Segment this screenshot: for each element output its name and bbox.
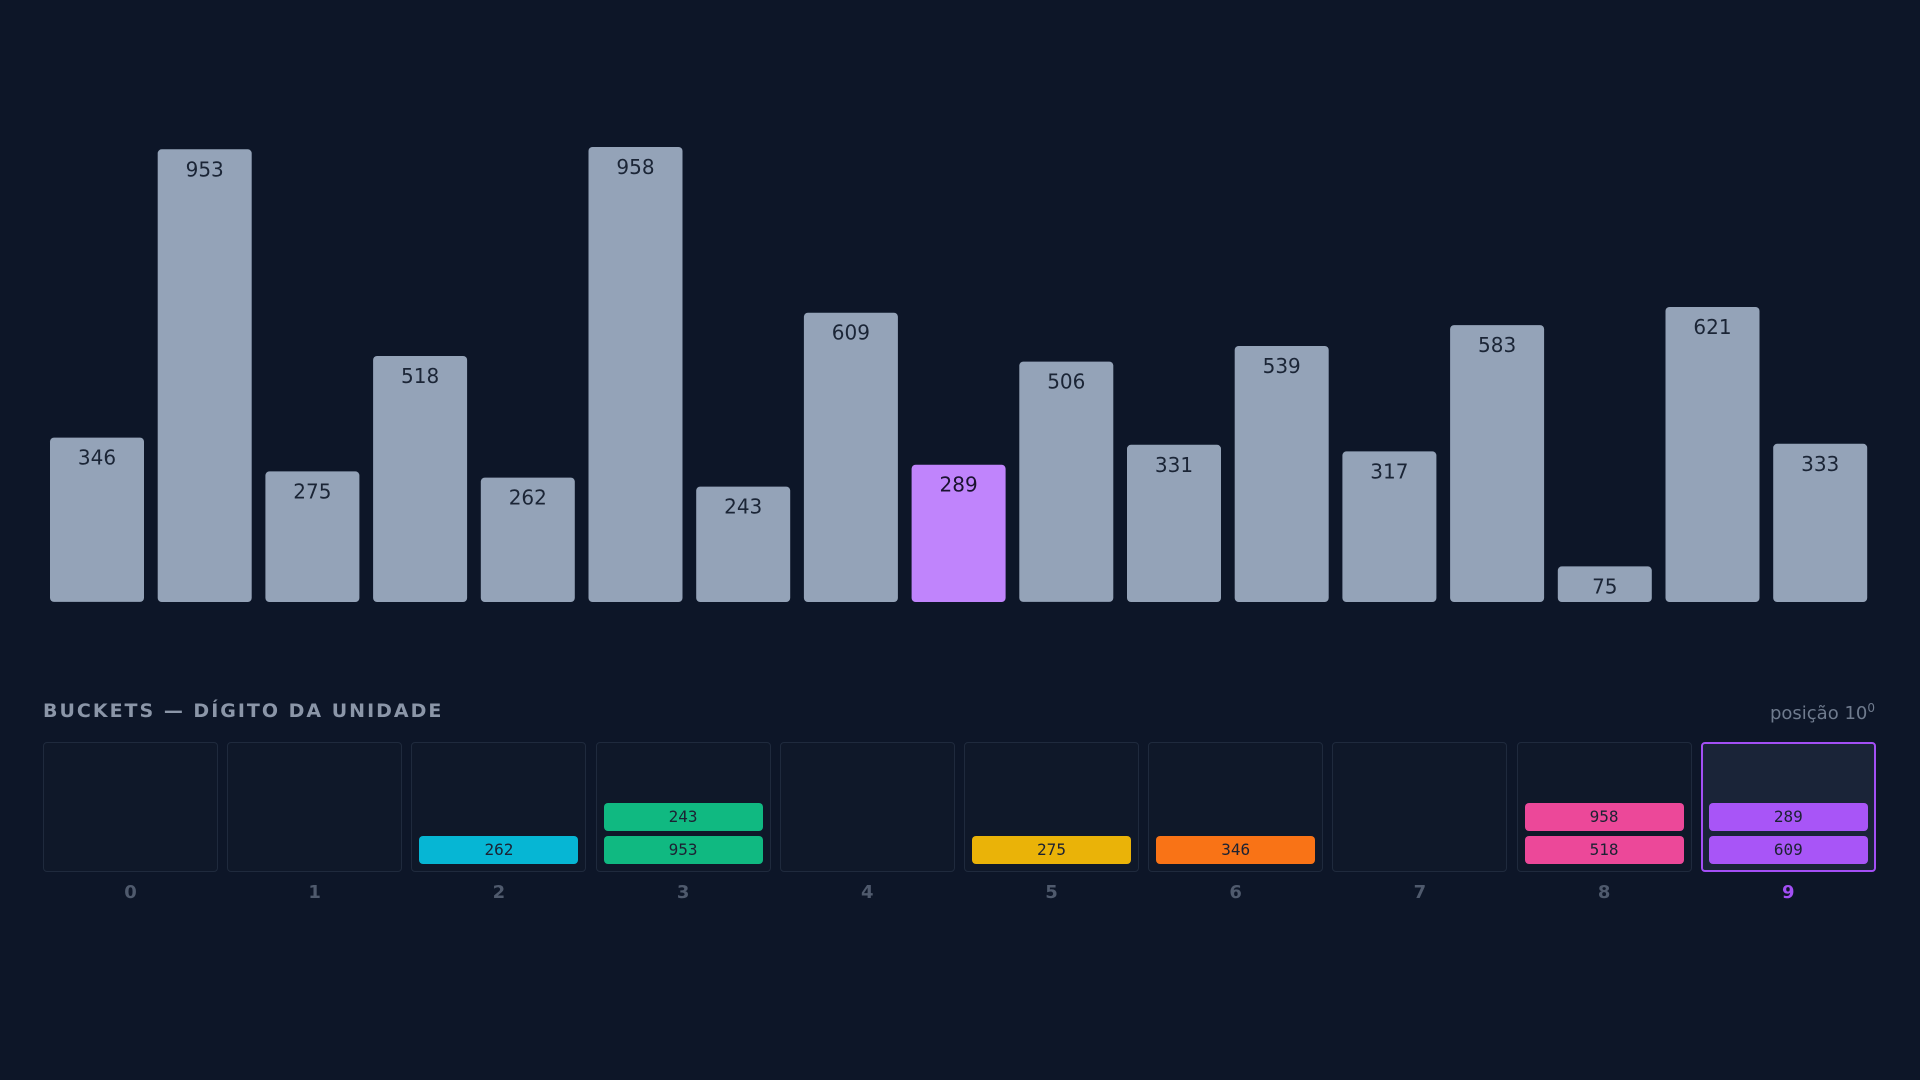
bucket-9: 609 289 xyxy=(1700,742,1876,872)
bar xyxy=(1234,346,1329,602)
bar xyxy=(265,471,360,602)
bar-value-label: 621 xyxy=(1693,315,1731,339)
bar-value-label: 506 xyxy=(1047,370,1085,394)
bar xyxy=(1665,307,1760,602)
bar xyxy=(1450,325,1545,602)
bar xyxy=(1019,361,1114,602)
buckets-position-label: posição 100 xyxy=(1769,701,1875,724)
bucket-chip: 609 xyxy=(1708,836,1868,864)
bucket-index-label: 5 xyxy=(1045,882,1058,903)
bucket-index-label: 4 xyxy=(861,882,874,903)
bucket-chip: 243 xyxy=(603,803,763,831)
bar-value-label: 262 xyxy=(509,486,547,510)
bucket-index-label: 1 xyxy=(308,882,321,903)
bar-value-label: 953 xyxy=(186,157,224,181)
bucket-chip: 275 xyxy=(972,836,1131,864)
bucket-4 xyxy=(779,742,955,872)
bucket-3: 953 243 xyxy=(595,742,771,872)
bar-value-label: 958 xyxy=(616,155,654,179)
bar-value-label: 539 xyxy=(1263,354,1301,378)
bucket-8: 518 958 xyxy=(1516,742,1692,872)
bar xyxy=(50,437,144,602)
bar-value-label: 346 xyxy=(78,446,116,470)
bucket-chip: 518 xyxy=(1524,836,1684,864)
buckets-title: BUCKETS — DÍGITO DA UNIDADE xyxy=(43,700,444,722)
bucket-7 xyxy=(1332,742,1508,872)
bucket-chip: 346 xyxy=(1156,836,1316,864)
bucket-6: 346 xyxy=(1148,742,1324,872)
bar xyxy=(157,149,252,603)
bucket-index-label: 8 xyxy=(1597,882,1611,903)
bar-value-label: 275 xyxy=(293,479,331,503)
bucket-2: 262 xyxy=(411,742,587,872)
bar xyxy=(373,356,468,602)
bar-highlighted xyxy=(911,464,1006,602)
bucket-chip: 262 xyxy=(419,836,579,864)
bucket-index-label: 2 xyxy=(492,882,506,903)
bar-value-label: 518 xyxy=(401,364,439,388)
bucket-index-label: 6 xyxy=(1229,882,1242,903)
bar xyxy=(588,147,683,602)
bucket-index-label: 3 xyxy=(676,882,690,903)
bar xyxy=(803,312,898,602)
bucket-5: 275 xyxy=(964,742,1139,872)
bar xyxy=(1127,444,1221,602)
bucket-chip: 958 xyxy=(1524,803,1684,831)
bar-value-label: 333 xyxy=(1801,452,1839,476)
bar-chart: 346 953 275 518 262 958 243 609 289 506 331 539 317 5… xyxy=(50,147,1868,603)
bar-value-label: 317 xyxy=(1370,459,1408,483)
position-exponent: 0 xyxy=(1867,701,1875,715)
bar xyxy=(1557,566,1652,602)
bucket-index-label: 9 xyxy=(1782,882,1795,903)
bucket-1 xyxy=(227,742,403,872)
bucket-index-label: 7 xyxy=(1413,882,1427,903)
bucket-index-label: 0 xyxy=(124,882,137,903)
bar xyxy=(1342,451,1437,602)
bar-value-label: 583 xyxy=(1478,333,1516,357)
bucket-chip: 289 xyxy=(1708,803,1868,831)
bar-value-label: 75 xyxy=(1592,574,1617,598)
bucket-chip: 953 xyxy=(603,836,763,864)
bar-value-label: 289 xyxy=(940,473,978,497)
bar xyxy=(1773,443,1868,602)
bar-value-label: 331 xyxy=(1155,453,1193,477)
bar-value-label: 243 xyxy=(724,495,762,519)
bar xyxy=(696,486,791,602)
bar xyxy=(480,477,575,602)
bucket-0 xyxy=(43,742,218,872)
bar-value-label: 609 xyxy=(832,321,870,345)
